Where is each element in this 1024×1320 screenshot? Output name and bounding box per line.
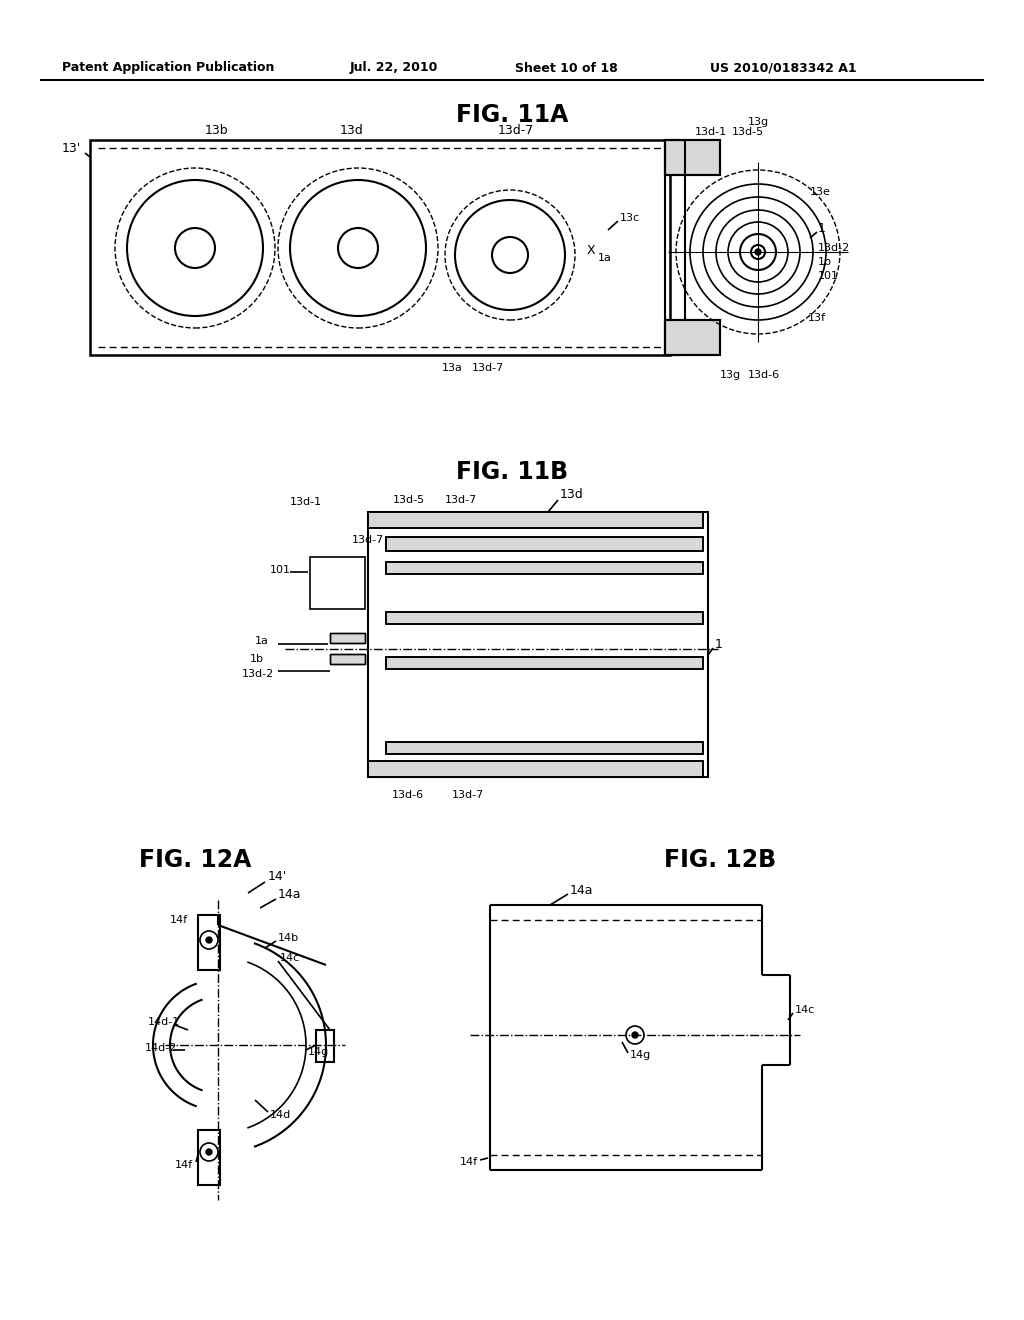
Text: 13d-6: 13d-6 (392, 789, 424, 800)
Text: 14a: 14a (278, 888, 301, 902)
Circle shape (632, 1032, 638, 1038)
Text: 14': 14' (268, 870, 288, 883)
Text: FIG. 12B: FIG. 12B (664, 847, 776, 873)
Text: 101: 101 (818, 271, 839, 281)
Text: 13d-7: 13d-7 (498, 124, 535, 136)
Circle shape (755, 249, 761, 255)
Bar (386, 612, 703, 624)
Text: 14f: 14f (175, 1160, 194, 1170)
Text: 14c: 14c (795, 1005, 815, 1015)
Text: 1: 1 (818, 222, 826, 235)
Text: 14d-1: 14d-1 (148, 1016, 180, 1027)
Text: Jul. 22, 2010: Jul. 22, 2010 (350, 62, 438, 74)
Text: FIG. 11B: FIG. 11B (456, 459, 568, 484)
Text: 13d-7: 13d-7 (472, 363, 504, 374)
Text: 14f: 14f (460, 1158, 478, 1167)
Text: 14d-2: 14d-2 (145, 1043, 177, 1053)
Bar (368, 762, 703, 777)
Bar (386, 742, 703, 754)
Text: 13d-6: 13d-6 (748, 370, 780, 380)
Bar (90, 140, 670, 355)
Bar (665, 319, 720, 355)
Text: 13d: 13d (560, 488, 584, 502)
Text: 14g: 14g (630, 1049, 651, 1060)
Text: 13': 13' (62, 141, 81, 154)
Text: 13d-2: 13d-2 (818, 243, 850, 253)
Text: 13g: 13g (748, 117, 769, 127)
Text: X: X (587, 243, 596, 256)
Text: 13d-2: 13d-2 (242, 669, 274, 678)
Text: 13d-1: 13d-1 (290, 498, 323, 507)
Bar (386, 612, 703, 624)
Text: FIG. 11A: FIG. 11A (456, 103, 568, 127)
Bar (386, 657, 703, 669)
Bar (665, 140, 720, 176)
Bar (386, 562, 703, 574)
Bar (368, 762, 703, 777)
Bar (368, 512, 703, 528)
Bar (368, 512, 708, 777)
Text: FIG. 12A: FIG. 12A (139, 847, 251, 873)
Text: 101: 101 (270, 565, 291, 576)
Text: 1a: 1a (598, 253, 612, 263)
Text: 14d: 14d (270, 1110, 291, 1119)
Text: 14b: 14b (278, 933, 299, 942)
Bar (386, 562, 703, 574)
Bar (198, 915, 220, 970)
Bar (386, 657, 703, 669)
Text: 13d-7: 13d-7 (352, 535, 384, 545)
Text: 1a: 1a (255, 636, 269, 645)
Bar (330, 653, 365, 664)
Text: 13f: 13f (808, 313, 826, 323)
Text: 1b: 1b (818, 257, 831, 267)
Text: 14g: 14g (308, 1047, 330, 1057)
Text: 13d-7: 13d-7 (452, 789, 484, 800)
Bar (665, 140, 720, 176)
Text: 13c: 13c (620, 213, 640, 223)
Text: 13d-5: 13d-5 (732, 127, 764, 137)
Text: 14f: 14f (170, 915, 188, 925)
Bar (198, 1130, 220, 1185)
Text: 13d-1: 13d-1 (695, 127, 727, 137)
Bar (330, 634, 365, 643)
Text: US 2010/0183342 A1: US 2010/0183342 A1 (710, 62, 857, 74)
Text: 13e: 13e (810, 187, 830, 197)
Text: 1b: 1b (250, 653, 264, 664)
Text: 13d-5: 13d-5 (393, 495, 425, 506)
Text: 13d-7: 13d-7 (445, 495, 477, 506)
Text: Patent Application Publication: Patent Application Publication (62, 62, 274, 74)
Text: 13a: 13a (442, 363, 463, 374)
Bar (368, 512, 703, 528)
Bar (330, 634, 365, 643)
Bar (330, 653, 365, 664)
Bar (316, 1030, 334, 1063)
Text: 13d: 13d (340, 124, 364, 136)
Circle shape (206, 1148, 212, 1155)
Bar (665, 319, 720, 355)
Text: 13b: 13b (205, 124, 228, 136)
Text: 14a: 14a (570, 883, 594, 896)
Bar (386, 537, 703, 550)
Text: 13g: 13g (720, 370, 741, 380)
Bar (386, 537, 703, 550)
Text: 14c: 14c (280, 953, 300, 964)
Circle shape (206, 937, 212, 942)
Text: 1: 1 (715, 639, 723, 652)
Bar (665, 140, 685, 355)
Text: Sheet 10 of 18: Sheet 10 of 18 (515, 62, 617, 74)
Bar (386, 742, 703, 754)
Bar (310, 557, 365, 609)
